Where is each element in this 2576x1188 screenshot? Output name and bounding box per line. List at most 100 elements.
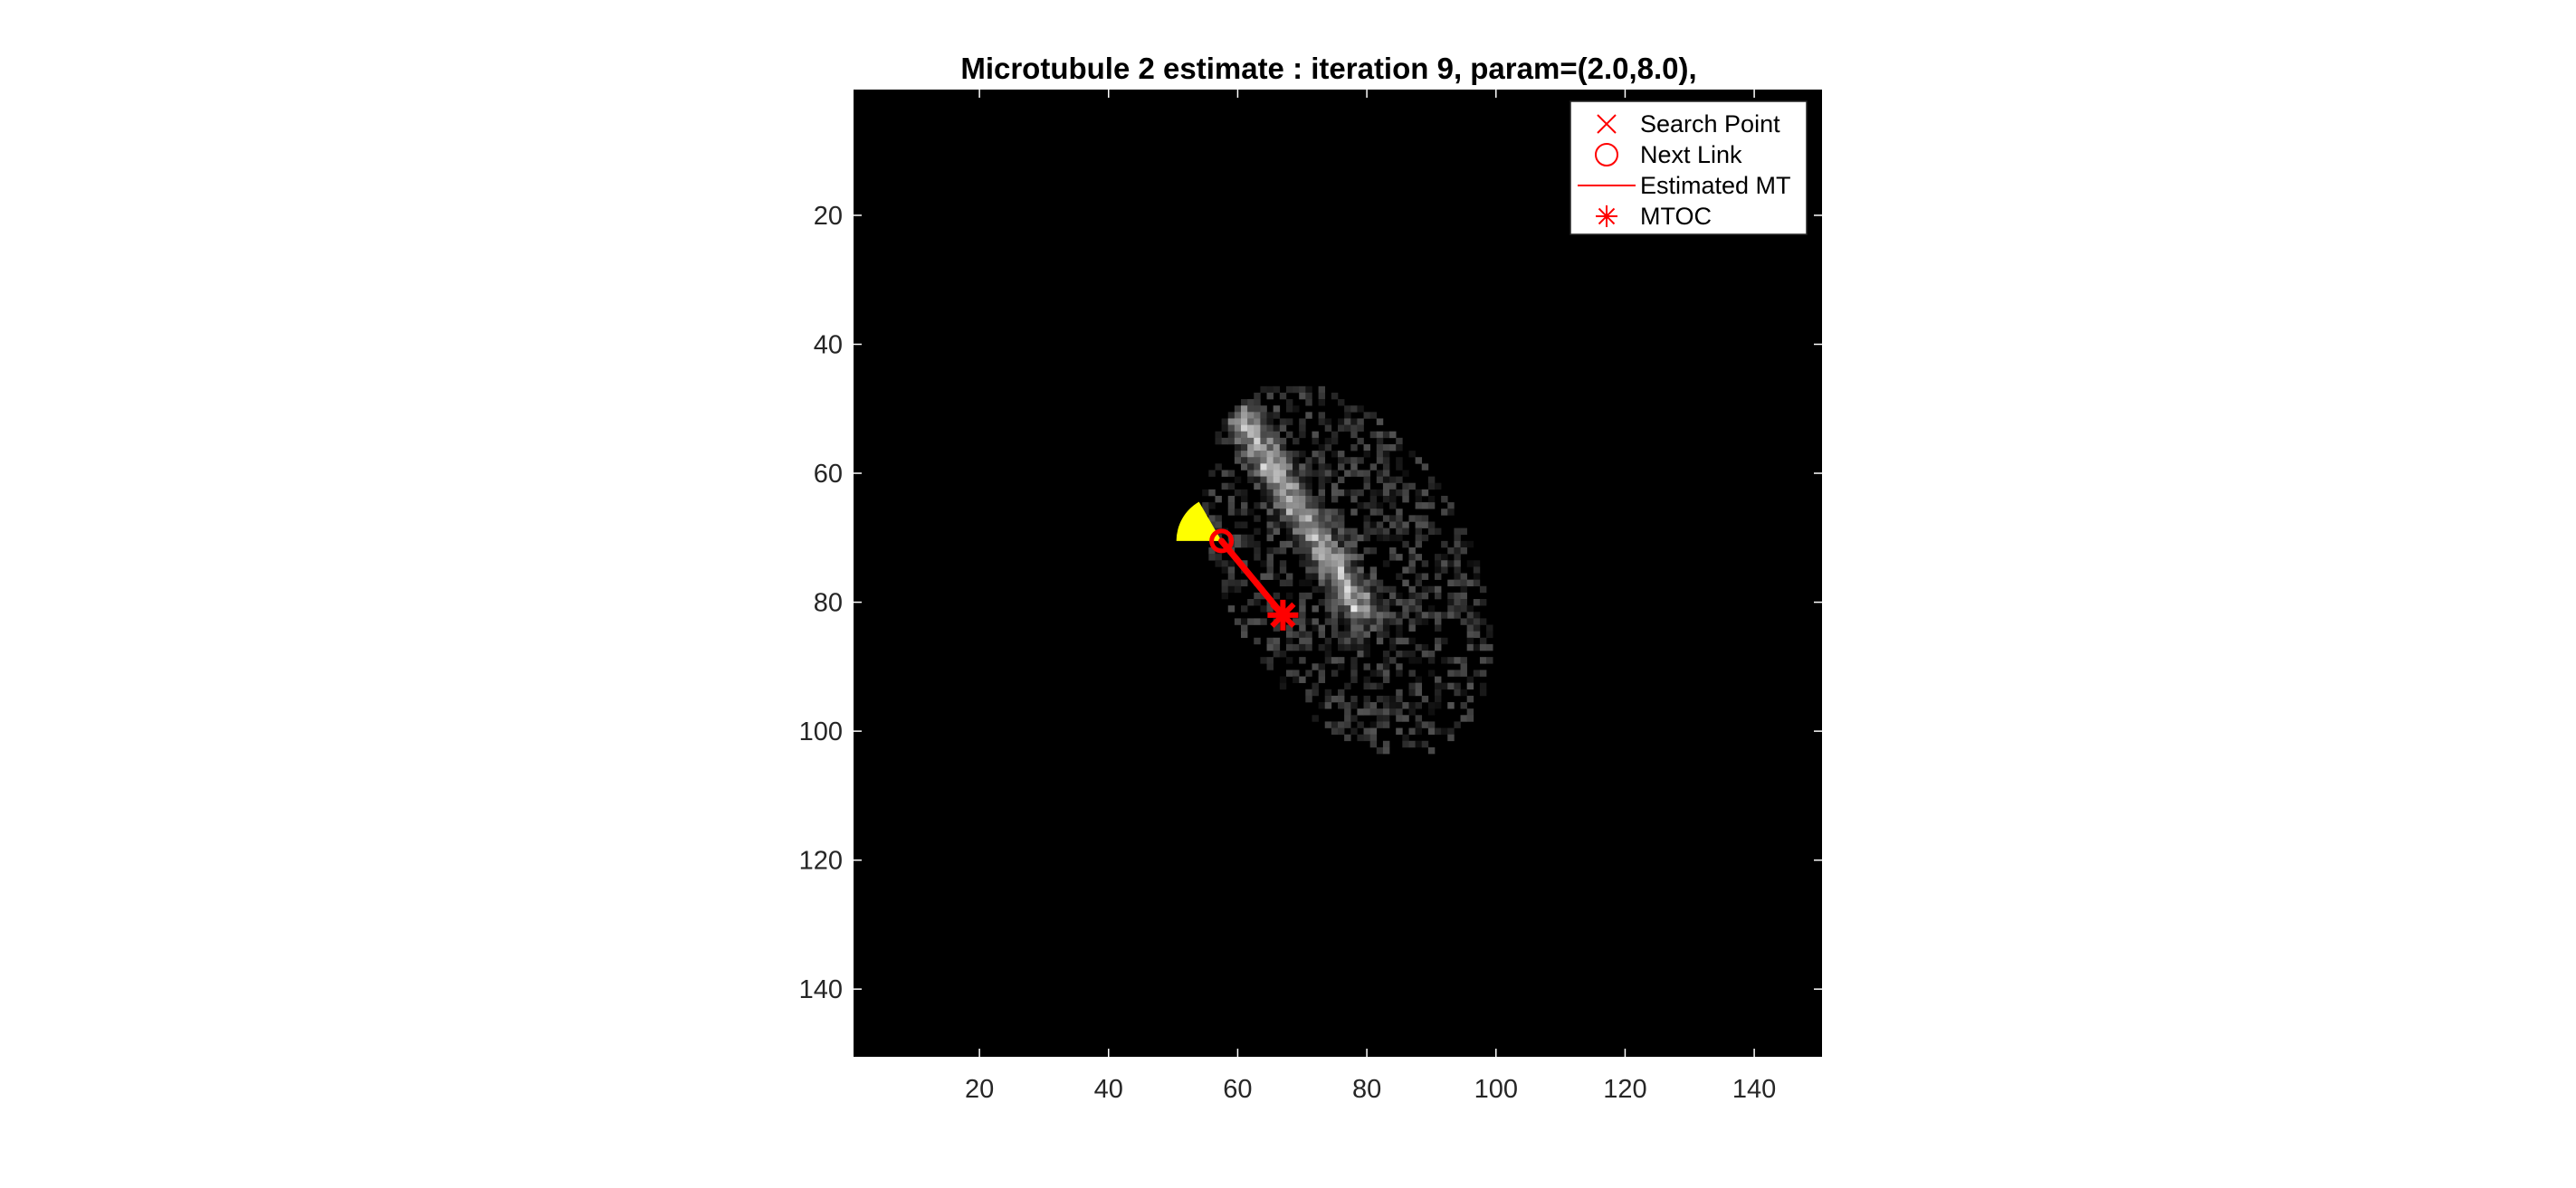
image-pixel xyxy=(1338,573,1345,580)
search-wedge xyxy=(1176,501,1222,541)
image-pixel xyxy=(1350,715,1358,722)
image-pixel xyxy=(1466,695,1474,703)
image-pixel xyxy=(1273,637,1281,645)
image-pixel xyxy=(1266,437,1274,445)
image-pixel xyxy=(1376,605,1384,613)
image-pixel xyxy=(1369,708,1378,716)
image-pixel xyxy=(1293,643,1300,651)
image-pixel xyxy=(1357,405,1364,413)
image-pixel xyxy=(1427,612,1436,619)
image-pixel xyxy=(1266,508,1274,516)
image-pixel xyxy=(1402,495,1409,503)
image-pixel xyxy=(1285,515,1293,522)
image-pixel xyxy=(1441,727,1448,735)
image-pixel xyxy=(1318,566,1326,574)
image-pixel xyxy=(1376,708,1384,716)
image-pixel xyxy=(1221,424,1229,432)
image-pixel xyxy=(1241,521,1248,528)
image-pixel xyxy=(1408,682,1416,690)
image-pixel xyxy=(1369,682,1378,690)
image-pixel xyxy=(1363,534,1370,542)
image-pixel xyxy=(1273,521,1281,528)
image-pixel xyxy=(1389,695,1397,703)
image-pixel xyxy=(1402,651,1409,658)
image-pixel xyxy=(1293,540,1300,548)
image-pixel xyxy=(1312,585,1319,594)
image-pixel xyxy=(1247,405,1255,413)
image-pixel xyxy=(1254,392,1261,400)
image-pixel xyxy=(1227,470,1236,477)
image-pixel xyxy=(1369,508,1378,516)
image-pixel xyxy=(1427,605,1436,613)
image-pixel xyxy=(1234,476,1242,484)
image-pixel xyxy=(1305,457,1312,464)
image-pixel xyxy=(1382,618,1390,625)
image-pixel xyxy=(1460,573,1467,580)
image-pixel xyxy=(1415,521,1423,528)
image-pixel xyxy=(1260,451,1267,458)
image-pixel xyxy=(1350,566,1358,574)
image-pixel xyxy=(1396,457,1403,464)
image-pixel xyxy=(1369,579,1378,587)
image-pixel xyxy=(1421,585,1429,594)
image-pixel xyxy=(1266,527,1274,536)
image-pixel xyxy=(1369,495,1378,503)
image-pixel xyxy=(1382,670,1390,677)
image-pixel xyxy=(1454,560,1461,567)
image-pixel xyxy=(1460,605,1467,613)
image-pixel xyxy=(1241,489,1248,497)
image-pixel xyxy=(1396,592,1403,600)
image-pixel xyxy=(1415,676,1423,683)
image-pixel xyxy=(1202,502,1209,509)
image-pixel xyxy=(1254,599,1261,606)
image-pixel xyxy=(1208,489,1216,497)
image-pixel xyxy=(1241,424,1248,432)
image-pixel xyxy=(1369,670,1378,677)
image-pixel xyxy=(1382,431,1390,439)
image-pixel xyxy=(1447,605,1455,613)
image-pixel xyxy=(1324,437,1332,445)
image-pixel xyxy=(1382,721,1390,728)
image-pixel xyxy=(1279,495,1287,503)
image-pixel xyxy=(1473,670,1481,677)
image-pixel xyxy=(1454,682,1461,690)
image-pixel xyxy=(1331,695,1339,703)
image-pixel xyxy=(1234,443,1242,451)
image-pixel xyxy=(1415,612,1423,619)
image-pixel xyxy=(1435,592,1442,600)
image-pixel xyxy=(1338,554,1345,561)
image-pixel xyxy=(1350,405,1358,413)
image-pixel xyxy=(1293,676,1300,683)
image-pixel xyxy=(1299,592,1306,600)
image-pixel xyxy=(1234,451,1242,458)
image-pixel xyxy=(1293,405,1300,413)
image-pixel xyxy=(1318,573,1326,580)
image-pixel xyxy=(1293,618,1300,625)
mtoc-marker xyxy=(1267,599,1299,631)
legend-entry: Next Link xyxy=(1595,141,1742,168)
image-pixel xyxy=(1369,599,1378,606)
image-pixel xyxy=(1331,573,1339,580)
image-pixel xyxy=(1312,624,1319,632)
image-pixel xyxy=(1227,418,1236,425)
legend-entry-label: Next Link xyxy=(1640,141,1742,168)
image-pixel xyxy=(1357,592,1364,600)
image-pixel xyxy=(1486,643,1493,651)
image-pixel xyxy=(1266,392,1274,400)
image-pixel xyxy=(1369,463,1378,470)
legend-entry: MTOC xyxy=(1596,203,1712,230)
image-pixel xyxy=(1402,482,1409,490)
image-pixel xyxy=(1369,412,1378,419)
image-pixel xyxy=(1285,624,1293,632)
image-pixel xyxy=(1215,463,1222,470)
image-pixel xyxy=(1350,670,1358,677)
image-pixel xyxy=(1254,470,1261,477)
legend-entry-label: MTOC xyxy=(1640,203,1712,230)
image-pixel xyxy=(1402,579,1409,587)
image-pixel xyxy=(1382,702,1390,709)
image-pixel xyxy=(1318,663,1326,670)
image-pixel xyxy=(1408,708,1416,716)
image-pixel xyxy=(1363,579,1370,587)
image-pixel xyxy=(1324,721,1332,728)
image-pixel xyxy=(1234,521,1242,528)
